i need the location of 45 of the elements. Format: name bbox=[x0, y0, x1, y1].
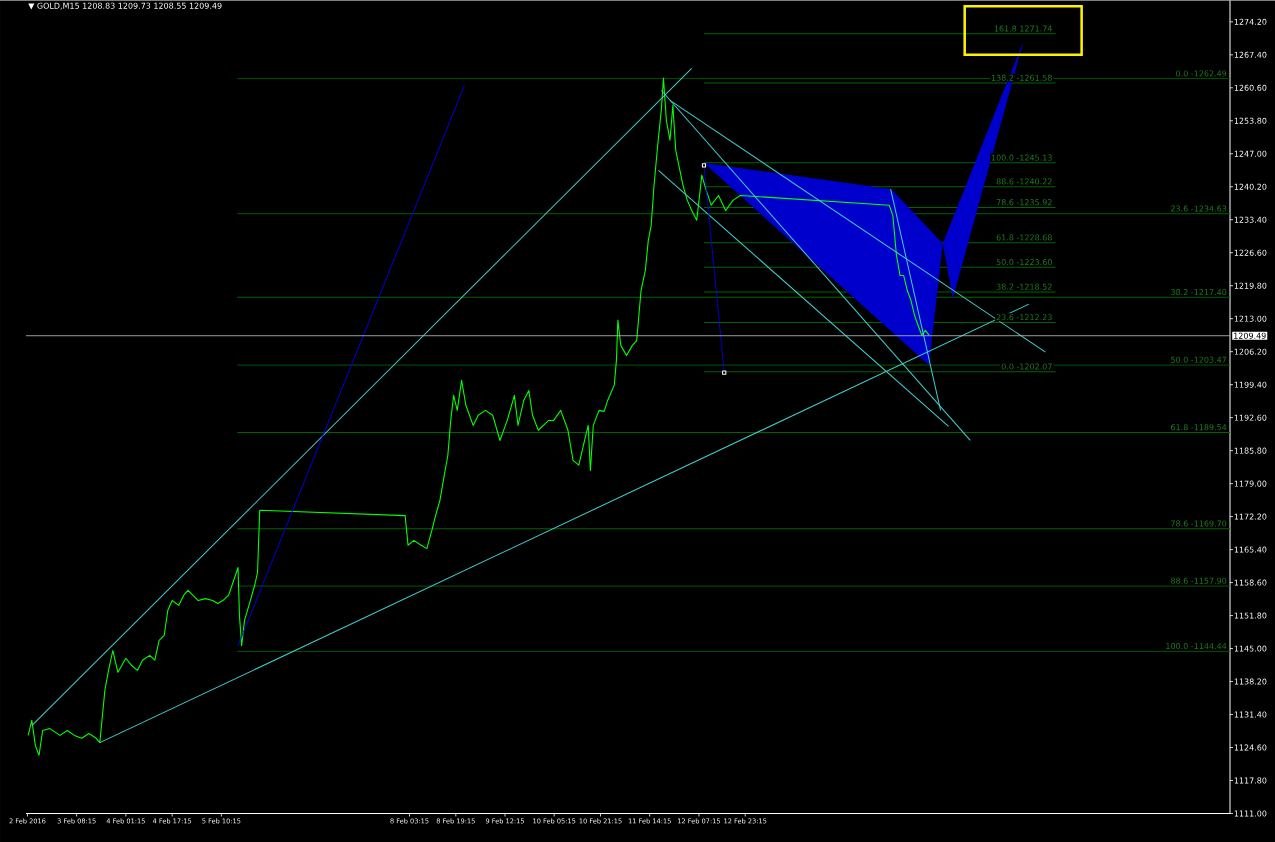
y-tick-label: 1124.60 bbox=[1234, 744, 1267, 751]
series-label: 0.0 -1202.07 bbox=[1001, 363, 1052, 370]
series-label: 38.2 -1217.40 bbox=[1171, 288, 1227, 295]
series-label: 78.6 -1169.70 bbox=[1171, 520, 1227, 527]
y-tick-label: 1213.00 bbox=[1234, 315, 1267, 322]
y-tick-label: 1151.80 bbox=[1234, 612, 1267, 619]
ref-line-label: 1209.49 bbox=[1234, 332, 1266, 339]
series-label: 138.2 -1261.58 bbox=[991, 74, 1052, 81]
series-label: 100.0 -1144.44 bbox=[1166, 642, 1227, 649]
y-tick-label: 1111.00 bbox=[1234, 810, 1267, 817]
y-tick-label: 1185.80 bbox=[1234, 447, 1267, 454]
y-tick-label: 1192.60 bbox=[1234, 414, 1267, 421]
y-tick-label: 1138.20 bbox=[1234, 678, 1267, 685]
y-tick-label: 1117.80 bbox=[1234, 777, 1267, 784]
y-tick-label: 1226.60 bbox=[1234, 249, 1267, 256]
y-tick-label: 1199.40 bbox=[1234, 381, 1267, 388]
series-label: 161.8 1271.74 bbox=[994, 25, 1052, 32]
y-tick-label: 1131.40 bbox=[1234, 711, 1267, 718]
y-tick-label: 1158.60 bbox=[1234, 579, 1267, 586]
series-label: 100.0 -1245.13 bbox=[991, 154, 1052, 161]
series-label: 88.6 -1157.90 bbox=[1171, 577, 1227, 584]
y-tick-label: 1165.40 bbox=[1234, 546, 1267, 553]
y-tick-label: 1247.00 bbox=[1234, 150, 1267, 157]
series-label: 38.2 -1218.52 bbox=[996, 283, 1052, 290]
y-tick-label: 1206.20 bbox=[1234, 348, 1267, 355]
y-tick-label: 1179.00 bbox=[1234, 480, 1267, 487]
y-tick-label: 1219.80 bbox=[1234, 282, 1267, 289]
series-label: 78.6 -1235.92 bbox=[996, 199, 1052, 206]
y-tick-label: 1145.00 bbox=[1234, 645, 1267, 652]
series-label: 61.8 -1228.68 bbox=[996, 234, 1052, 241]
series-label: 50.0 -1203.47 bbox=[1171, 356, 1227, 363]
chart-title: ▼ GOLD,M15 1208.83 1209.73 1208.55 1209.49 bbox=[28, 2, 222, 10]
y-tick-label: 1274.20 bbox=[1234, 18, 1267, 25]
series-label: 50.0 -1223.60 bbox=[996, 258, 1052, 265]
series-label: 0.0 -1262.49 bbox=[1176, 70, 1227, 77]
series-label: 88.6 -1240.22 bbox=[996, 178, 1052, 185]
series-label: 23.6 -1234.63 bbox=[1171, 205, 1227, 212]
y-tick-label: 1267.40 bbox=[1234, 51, 1267, 58]
series-label: 23.6 -1212.23 bbox=[996, 313, 1052, 320]
series-label: 61.8 -1189.54 bbox=[1171, 424, 1227, 431]
y-tick-label: 1240.20 bbox=[1234, 183, 1267, 190]
y-tick-label: 1172.20 bbox=[1234, 513, 1267, 520]
y-tick-label: 1260.60 bbox=[1234, 84, 1267, 91]
y-tick-label: 1233.40 bbox=[1234, 216, 1267, 223]
y-tick-label: 1253.80 bbox=[1234, 117, 1267, 124]
